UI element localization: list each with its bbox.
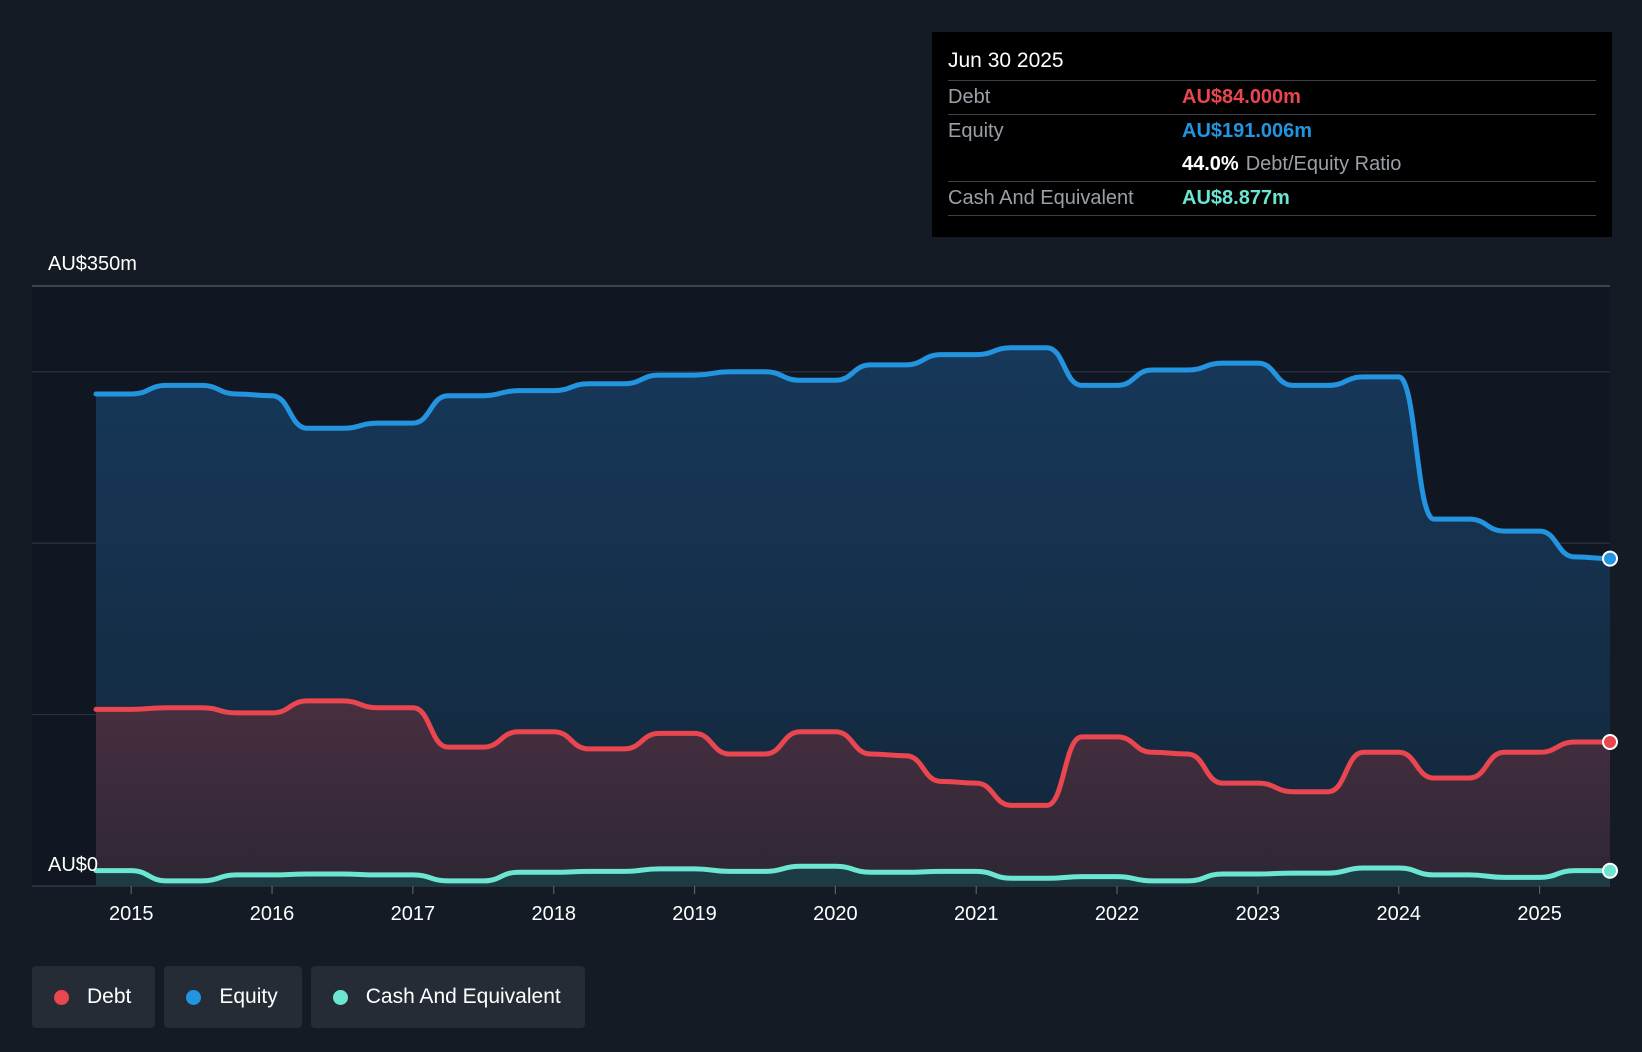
y-axis-top-label: AU$350m	[48, 253, 137, 275]
tooltip-equity-label: Equity	[948, 120, 1004, 142]
legend-item-equity[interactable]: Equity	[164, 966, 302, 1028]
series-endpoints	[1602, 550, 1618, 879]
equity-endpoint-marker	[1602, 550, 1618, 567]
x-tick-label-2023: 2023	[1236, 903, 1281, 925]
series-lines	[93, 345, 1613, 884]
tooltip-debt-value: AU$84.000m	[1182, 86, 1301, 108]
x-tick-label-2021: 2021	[954, 903, 999, 925]
legend-dot-debt-icon	[54, 989, 69, 1005]
tooltip-panel: Jun 30 2025 Debt AU$84.000m Equity AU$19…	[932, 32, 1612, 237]
equity-line	[93, 345, 1613, 562]
tooltip-ratio-label: Debt/Equity Ratio	[1245, 153, 1402, 175]
x-tick-label-2015: 2015	[109, 903, 154, 925]
x-tick-label-2020: 2020	[813, 903, 858, 925]
cash-endpoint-marker	[1602, 862, 1618, 879]
x-axis-ticks: 2015 2016 2017 2018 2019 2020 2021 2022 2023 2024…	[109, 886, 1562, 925]
x-tick-label-2024: 2024	[1376, 903, 1421, 925]
debt-line	[93, 698, 1613, 808]
legend-label-cash: Cash And Equivalent	[365, 985, 561, 1008]
legend-dot-equity-icon	[186, 989, 202, 1005]
cash-line	[93, 863, 1613, 884]
x-tick-label-2018: 2018	[531, 903, 576, 925]
y-axis-bottom-label: AU$0	[48, 854, 98, 876]
tooltip-ratio-value: 44.0%	[1182, 153, 1239, 175]
tooltip-equity-value: AU$191.006m	[1182, 120, 1313, 142]
tooltip-row-debt: Debt AU$84.000m	[948, 80, 1596, 114]
chart-legend: Debt Equity Cash And Equivalent	[32, 966, 594, 1028]
legend-dot-cash-icon	[332, 989, 348, 1005]
debt-endpoint-marker	[1602, 734, 1618, 750]
tooltip-row-ratio: 44.0% Debt/Equity Ratio	[948, 148, 1596, 181]
x-tick-label-2019: 2019	[672, 903, 717, 925]
legend-item-debt[interactable]: Debt	[32, 966, 156, 1028]
tooltip-row-equity: Equity AU$191.006m	[948, 114, 1596, 148]
tooltip-divider	[948, 215, 1596, 216]
legend-label-equity: Equity	[219, 985, 278, 1008]
x-tick-label-2022: 2022	[1095, 903, 1140, 925]
tooltip-cash-value: AU$8.877m	[1182, 187, 1290, 209]
tooltip-cash-label: Cash And Equivalent	[948, 187, 1134, 209]
tooltip-debt-label: Debt	[948, 86, 991, 108]
tooltip-row-cash: Cash And Equivalent AU$8.877m	[948, 181, 1596, 215]
x-tick-label-2025: 2025	[1517, 903, 1562, 925]
legend-item-cash[interactable]: Cash And Equivalent	[310, 966, 585, 1028]
tooltip-date: Jun 30 2025	[948, 49, 1064, 72]
x-tick-label-2017: 2017	[391, 903, 436, 925]
legend-label-debt: Debt	[87, 985, 132, 1008]
x-tick-label-2016: 2016	[250, 903, 295, 925]
